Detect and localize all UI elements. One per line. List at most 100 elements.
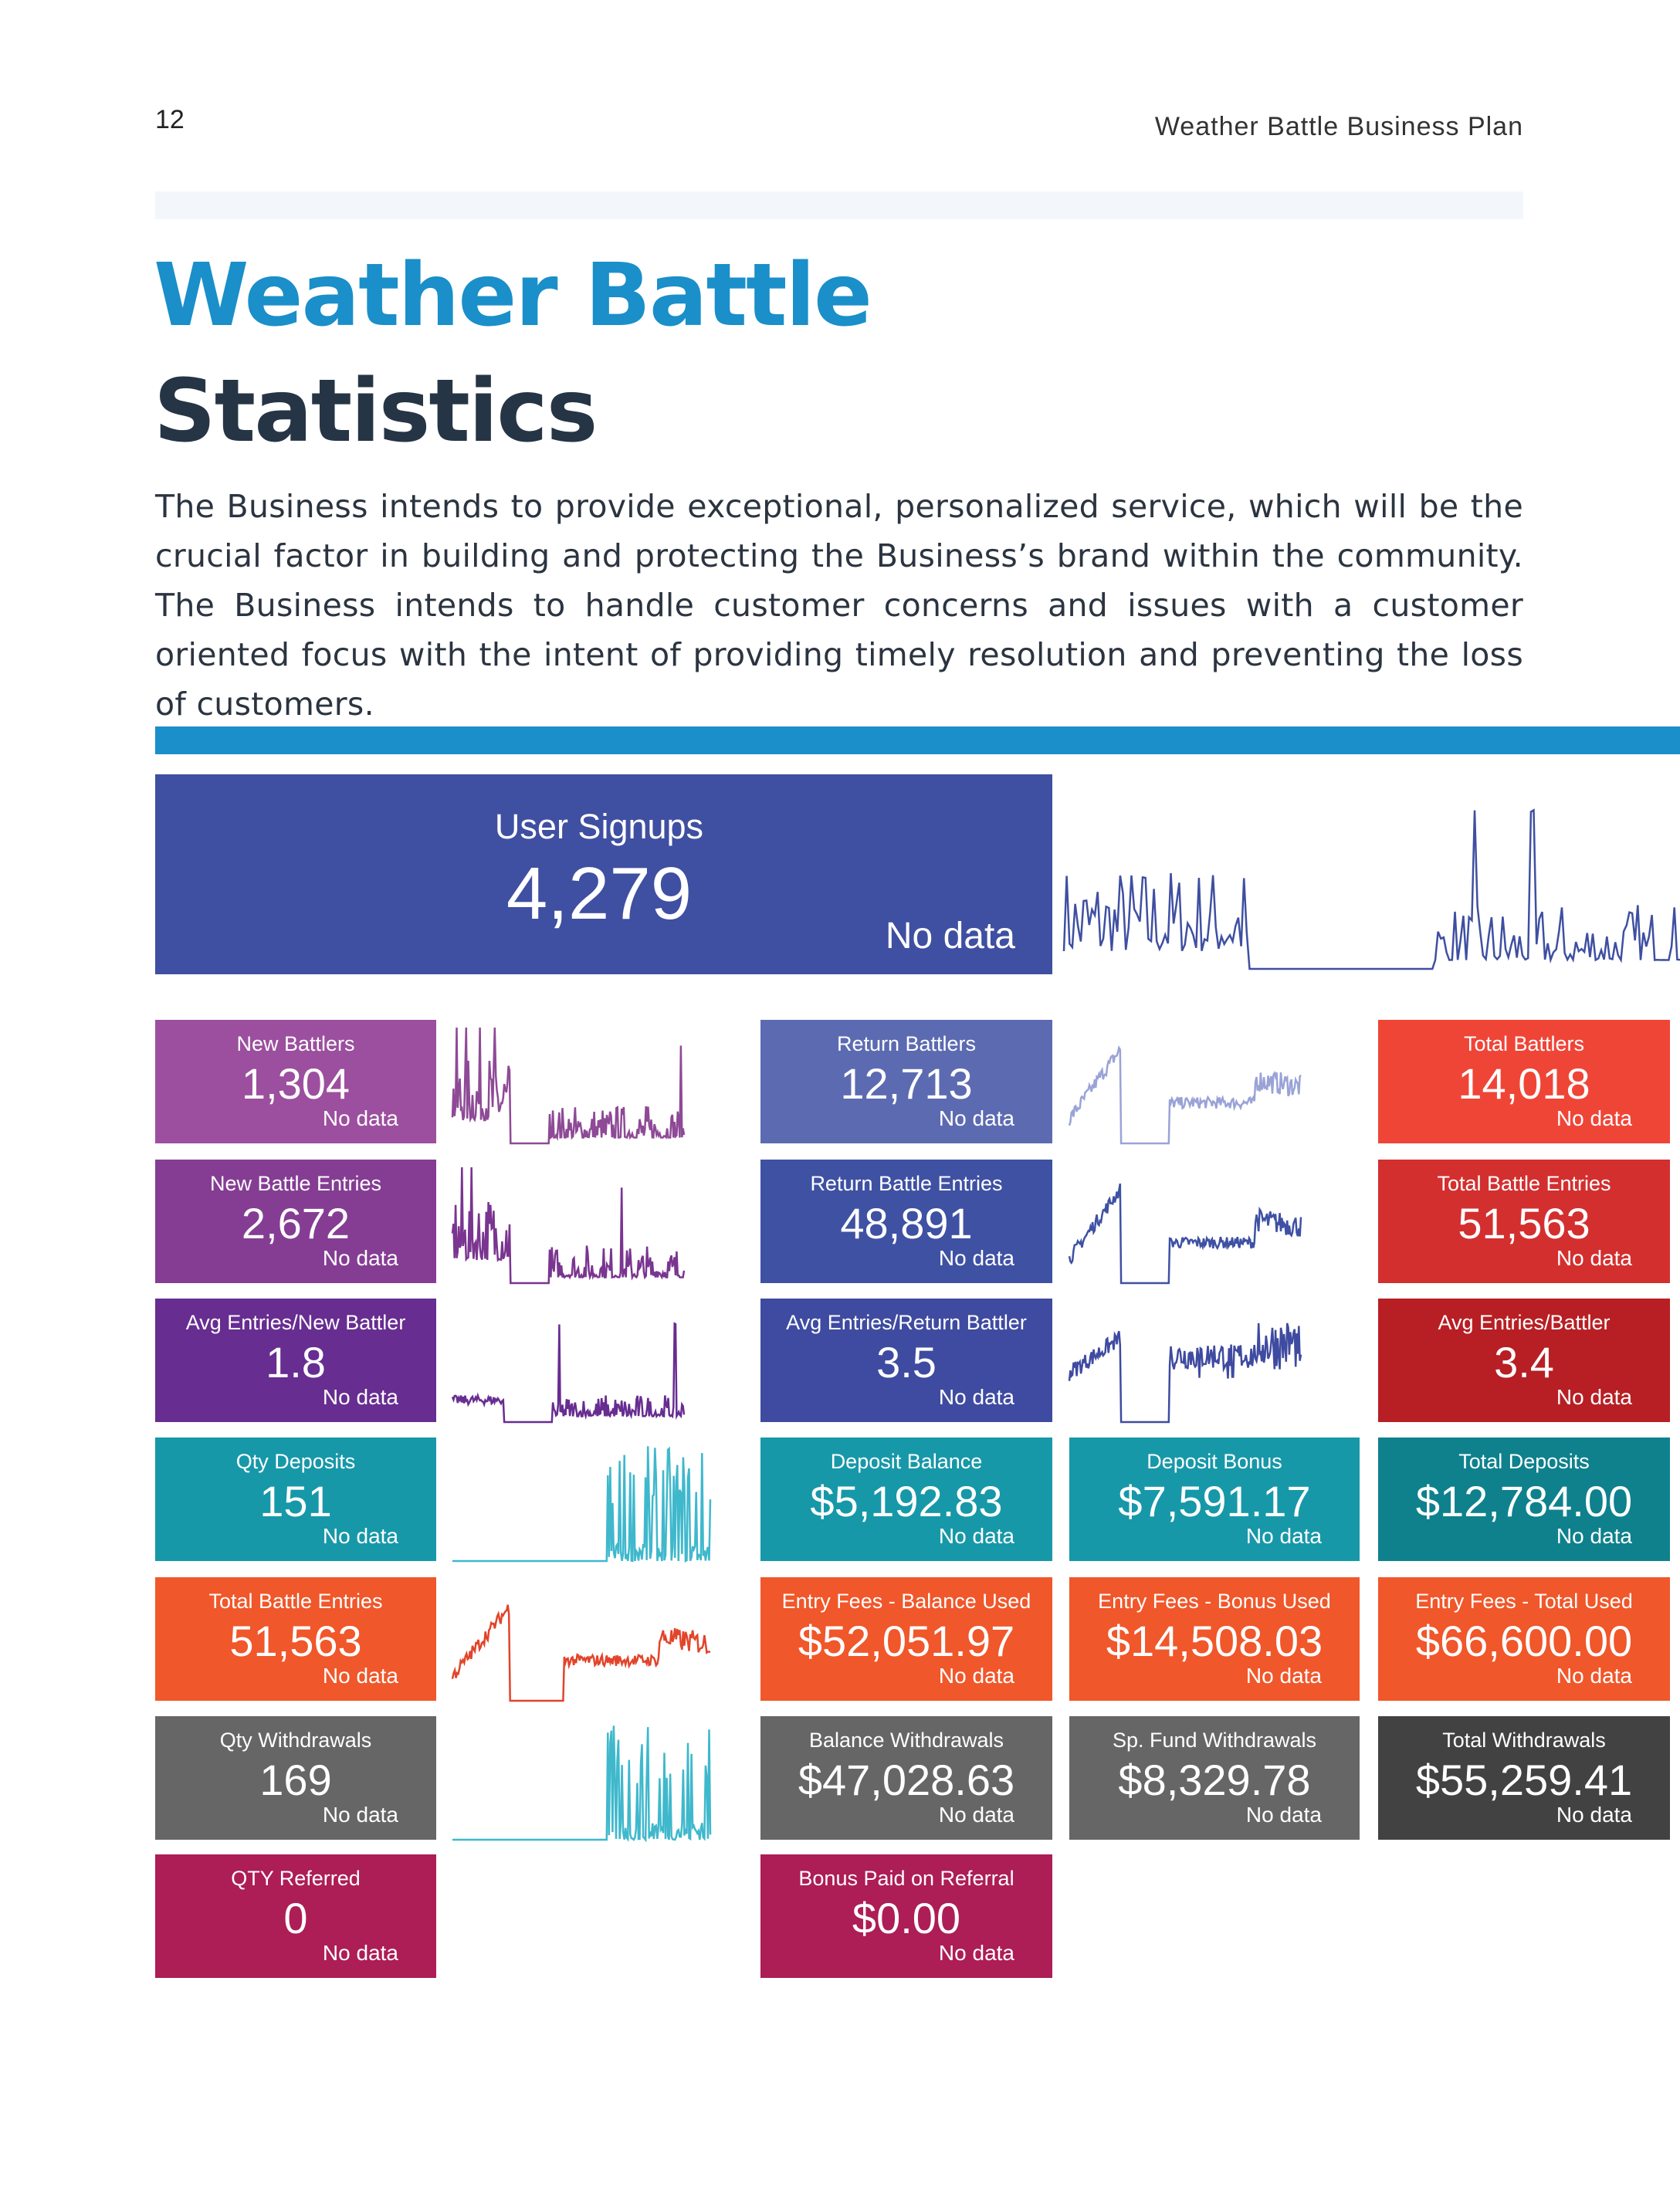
- kpi-value: $55,259.41: [1415, 1756, 1633, 1804]
- kpi-tile-new-battlers: New Battlers 1,304 No data: [155, 1020, 436, 1143]
- kpi-label: Entry Fees - Balance Used: [781, 1590, 1031, 1613]
- kpi-value: 0: [283, 1894, 308, 1942]
- kpi-value: $5,192.83: [810, 1477, 1003, 1526]
- kpi-note: No data: [1556, 1246, 1632, 1270]
- kpi-label: Avg Entries/New Battler: [185, 1311, 406, 1334]
- sparkline-path: [1068, 1322, 1302, 1424]
- kpi-value: $12,784.00: [1415, 1477, 1633, 1526]
- kpi-value: 1,304: [241, 1059, 351, 1108]
- kpi-tile-return-battlers: Return Battlers 12,713 No data: [760, 1020, 1052, 1143]
- kpi-note: No data: [938, 1941, 1014, 1965]
- header-divider: [155, 191, 1523, 219]
- kpi-value: 3.4: [1494, 1338, 1554, 1387]
- kpi-value: 51,563: [1458, 1199, 1590, 1248]
- kpi-tile-total-battlers: Total Battlers 14,018 No data: [1378, 1020, 1670, 1143]
- kpi-note: No data: [938, 1803, 1014, 1827]
- sparkline-path: [1068, 1045, 1302, 1145]
- kpi-label: User Signups: [494, 807, 704, 846]
- kpi-note: No data: [1556, 1106, 1632, 1130]
- kpi-label: Balance Withdrawals: [808, 1729, 1004, 1752]
- kpi-note: No data: [322, 1385, 398, 1409]
- kpi-label: Total Battlers: [1463, 1032, 1585, 1055]
- sparkline-qty-deposits: [452, 1446, 712, 1563]
- intro-paragraph: The Business intends to provide exceptio…: [155, 488, 1523, 723]
- kpi-note: No data: [322, 1803, 398, 1827]
- kpi-value: $14,508.03: [1106, 1617, 1323, 1665]
- kpi-tile-sp-fund-withdrawals: Sp. Fund Withdrawals $8,329.78 No data: [1069, 1716, 1360, 1840]
- kpi-tile-qty-referred: QTY Referred 0 No data: [155, 1854, 436, 1978]
- kpi-value: 151: [259, 1477, 332, 1526]
- kpi-value: $7,591.17: [1118, 1477, 1311, 1526]
- kpi-value: $8,329.78: [1118, 1756, 1311, 1804]
- sparkline-avg-entries-new-battler: [451, 1322, 686, 1424]
- page-title: Weather Battle: [154, 246, 872, 346]
- kpi-tile-deposit-balance: Deposit Balance $5,192.83 No data: [760, 1438, 1052, 1561]
- kpi-value: 3.5: [876, 1338, 937, 1387]
- kpi-value: $66,600.00: [1415, 1617, 1633, 1665]
- sparkline-qty-withdrawals: [452, 1725, 712, 1843]
- kpi-note: No data: [1556, 1385, 1632, 1409]
- sparkline-user-signups: [1062, 808, 1680, 970]
- kpi-label: Bonus Paid on Referral: [798, 1867, 1014, 1890]
- kpi-note: No data: [322, 1524, 398, 1548]
- kpi-note: No data: [322, 1664, 398, 1688]
- kpi-note: No data: [1245, 1664, 1322, 1688]
- kpi-value: 14,018: [1458, 1059, 1590, 1108]
- kpi-note: No data: [1556, 1803, 1632, 1827]
- kpi-tile-total-battle-entries: Total Battle Entries 51,563 No data: [155, 1577, 436, 1701]
- kpi-tile-entry-fees-total-used: Entry Fees - Total Used $66,600.00 No data: [1378, 1577, 1670, 1701]
- kpi-tile-total-withdrawals: Total Withdrawals $55,259.41 No data: [1378, 1716, 1670, 1840]
- kpi-tile-entry-fees-bonus-used: Entry Fees - Bonus Used $14,508.03 No data: [1069, 1577, 1360, 1701]
- kpi-tile-total-deposits: Total Deposits $12,784.00 No data: [1378, 1438, 1670, 1561]
- kpi-note: No data: [322, 1941, 398, 1965]
- sparkline-path: [452, 1446, 712, 1563]
- kpi-tile-qty-deposits: Qty Deposits 151 No data: [155, 1438, 436, 1561]
- sparkline-new-battlers: [451, 1027, 686, 1145]
- kpi-value: 1.8: [266, 1338, 326, 1387]
- page-number: 12: [155, 105, 185, 134]
- kpi-note: No data: [322, 1106, 398, 1130]
- kpi-value: $47,028.63: [798, 1756, 1015, 1804]
- section-divider: [155, 726, 1680, 754]
- kpi-note: No data: [1245, 1524, 1322, 1548]
- kpi-label: Deposit Bonus: [1147, 1450, 1282, 1473]
- kpi-tile-balance-withdrawals: Balance Withdrawals $47,028.63 No data: [760, 1716, 1052, 1840]
- kpi-tile-return-battle-entries: Return Battle Entries 48,891 No data: [760, 1160, 1052, 1283]
- sparkline-total-battle-entries: [451, 1604, 711, 1702]
- sparkline-path: [451, 1322, 686, 1424]
- kpi-tile-qty-withdrawals: Qty Withdrawals 169 No data: [155, 1716, 436, 1840]
- kpi-tile-entry-fees-balance-used: Entry Fees - Balance Used $52,051.97 No da…: [760, 1577, 1052, 1701]
- kpi-label: Return Battle Entries: [810, 1172, 1003, 1195]
- running-title: Weather Battle Business Plan: [1154, 112, 1523, 141]
- sparkline-return-battle-entries: [1068, 1183, 1302, 1285]
- kpi-note: No data: [938, 1664, 1014, 1688]
- kpi-value: 51,563: [229, 1617, 362, 1665]
- kpi-note: No data: [1556, 1664, 1632, 1688]
- kpi-label: New Battlers: [236, 1032, 355, 1055]
- kpi-value: 2,672: [241, 1199, 351, 1248]
- sparkline-new-battle-entries: [451, 1167, 686, 1285]
- kpi-label: Return Battlers: [836, 1032, 977, 1055]
- kpi-tile-avg-entries-new-battler: Avg Entries/New Battler 1.8 No data: [155, 1299, 436, 1422]
- kpi-label: Total Battle Entries: [1437, 1172, 1611, 1195]
- kpi-label: Avg Entries/Battler: [1438, 1311, 1611, 1334]
- page-subtitle: Statistics: [154, 361, 598, 462]
- kpi-value: 48,891: [840, 1199, 973, 1248]
- kpi-note: No data: [938, 1524, 1014, 1548]
- kpi-label: Qty Deposits: [235, 1450, 356, 1473]
- kpi-label: Total Deposits: [1458, 1450, 1590, 1473]
- kpi-tile-bonus-paid-on-referral: Bonus Paid on Referral $0.00 No data: [760, 1854, 1052, 1978]
- kpi-note: No data: [938, 1246, 1014, 1270]
- sparkline-path: [452, 1725, 712, 1843]
- sparkline-path: [451, 1027, 686, 1145]
- kpi-label: Entry Fees - Total Used: [1415, 1590, 1633, 1613]
- kpi-tile-new-battle-entries: New Battle Entries 2,672 No data: [155, 1160, 436, 1283]
- kpi-tile-total-battle-entries: Total Battle Entries 51,563 No data: [1378, 1160, 1670, 1283]
- kpi-value: 169: [259, 1756, 332, 1804]
- kpi-value: 4,279: [506, 852, 693, 935]
- kpi-note: No data: [1245, 1803, 1322, 1827]
- kpi-note: No data: [938, 1385, 1014, 1409]
- kpi-note: No data: [938, 1106, 1014, 1130]
- kpi-label: Entry Fees - Bonus Used: [1098, 1590, 1331, 1613]
- sparkline-path: [451, 1604, 711, 1702]
